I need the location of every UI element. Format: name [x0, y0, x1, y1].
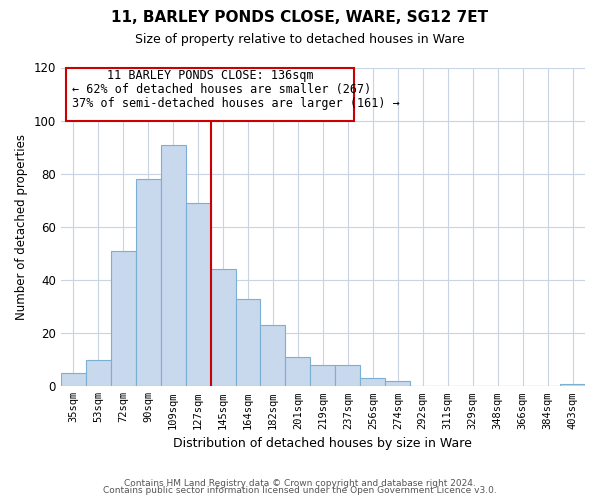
Bar — [136, 179, 161, 386]
Bar — [86, 360, 111, 386]
Text: Contains public sector information licensed under the Open Government Licence v3: Contains public sector information licen… — [103, 486, 497, 495]
Bar — [286, 357, 310, 386]
Bar — [310, 365, 335, 386]
Text: 11, BARLEY PONDS CLOSE, WARE, SG12 7ET: 11, BARLEY PONDS CLOSE, WARE, SG12 7ET — [112, 10, 488, 25]
Bar — [361, 378, 385, 386]
Y-axis label: Number of detached properties: Number of detached properties — [15, 134, 28, 320]
Bar — [385, 381, 410, 386]
Bar — [236, 298, 260, 386]
Bar — [185, 203, 211, 386]
Bar — [560, 384, 585, 386]
Text: 37% of semi-detached houses are larger (161) →: 37% of semi-detached houses are larger (… — [72, 97, 400, 110]
Bar — [61, 373, 86, 386]
Bar — [211, 270, 236, 386]
Bar — [111, 251, 136, 386]
Text: ← 62% of detached houses are smaller (267): ← 62% of detached houses are smaller (26… — [72, 83, 371, 96]
Text: 11 BARLEY PONDS CLOSE: 136sqm: 11 BARLEY PONDS CLOSE: 136sqm — [107, 69, 314, 82]
X-axis label: Distribution of detached houses by size in Ware: Distribution of detached houses by size … — [173, 437, 472, 450]
Bar — [260, 325, 286, 386]
Bar — [335, 365, 361, 386]
Bar — [161, 144, 185, 386]
Text: Size of property relative to detached houses in Ware: Size of property relative to detached ho… — [135, 32, 465, 46]
Text: Contains HM Land Registry data © Crown copyright and database right 2024.: Contains HM Land Registry data © Crown c… — [124, 478, 476, 488]
